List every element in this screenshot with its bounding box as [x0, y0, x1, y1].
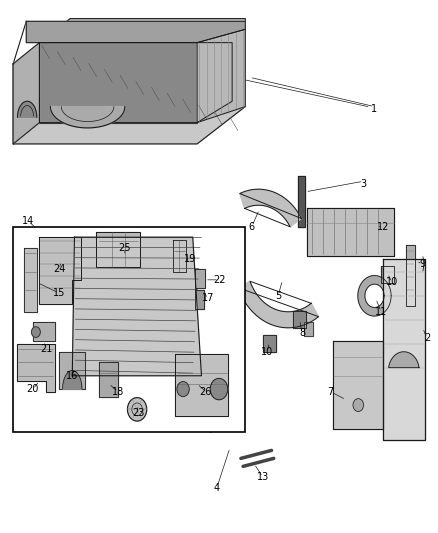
Polygon shape — [240, 189, 301, 227]
Text: 9: 9 — [420, 259, 426, 269]
Polygon shape — [18, 101, 37, 117]
Circle shape — [32, 327, 40, 337]
Text: 11: 11 — [375, 307, 387, 317]
Polygon shape — [13, 19, 245, 144]
Polygon shape — [175, 354, 228, 416]
Text: 4: 4 — [214, 483, 220, 492]
Polygon shape — [195, 269, 205, 288]
Polygon shape — [63, 370, 82, 389]
Polygon shape — [238, 281, 318, 328]
Polygon shape — [298, 176, 305, 227]
Polygon shape — [13, 43, 39, 144]
Text: 15: 15 — [53, 288, 65, 298]
Text: 18: 18 — [112, 387, 124, 397]
Polygon shape — [17, 344, 55, 392]
Polygon shape — [173, 240, 186, 272]
Polygon shape — [72, 237, 201, 376]
Text: 16: 16 — [66, 371, 78, 381]
Bar — [263, 335, 276, 352]
Polygon shape — [96, 232, 140, 266]
Bar — [13, 227, 245, 432]
Text: 12: 12 — [377, 222, 389, 231]
Bar — [293, 311, 306, 328]
Polygon shape — [195, 290, 204, 309]
Polygon shape — [389, 352, 419, 368]
Circle shape — [127, 398, 147, 421]
Text: 1: 1 — [371, 104, 378, 114]
Text: 8: 8 — [299, 328, 305, 338]
Bar — [381, 266, 394, 283]
Bar — [304, 322, 313, 336]
Polygon shape — [358, 276, 391, 316]
Text: 10: 10 — [261, 347, 273, 357]
Text: 20: 20 — [27, 384, 39, 394]
Circle shape — [210, 378, 228, 400]
Bar — [304, 322, 313, 336]
Bar — [381, 266, 394, 283]
Text: 10: 10 — [386, 278, 398, 287]
Text: 23: 23 — [132, 408, 144, 418]
Text: 22: 22 — [213, 275, 225, 285]
Text: 26: 26 — [200, 387, 212, 397]
Text: 14: 14 — [22, 216, 35, 226]
Text: 3: 3 — [360, 179, 367, 189]
Circle shape — [353, 399, 364, 411]
Text: 2: 2 — [424, 334, 430, 343]
Polygon shape — [39, 43, 232, 123]
Polygon shape — [50, 107, 125, 128]
Text: 5: 5 — [275, 291, 281, 301]
Text: 19: 19 — [184, 254, 197, 263]
Polygon shape — [307, 208, 394, 256]
Text: 6: 6 — [249, 222, 255, 231]
Circle shape — [177, 382, 189, 397]
Bar — [293, 311, 306, 328]
Polygon shape — [406, 245, 415, 306]
Polygon shape — [197, 29, 245, 123]
Polygon shape — [99, 362, 118, 397]
Text: 7: 7 — [328, 387, 334, 397]
Text: 21: 21 — [40, 344, 52, 354]
Bar — [263, 335, 276, 352]
Polygon shape — [383, 259, 425, 440]
Polygon shape — [33, 322, 55, 341]
Polygon shape — [200, 399, 226, 432]
Text: 13: 13 — [257, 472, 269, 482]
Polygon shape — [59, 352, 85, 389]
Polygon shape — [24, 248, 37, 312]
Polygon shape — [333, 341, 383, 429]
Text: 17: 17 — [202, 294, 214, 303]
Polygon shape — [39, 237, 81, 304]
Text: 24: 24 — [53, 264, 65, 274]
Polygon shape — [26, 21, 245, 43]
Text: 25: 25 — [119, 243, 131, 253]
